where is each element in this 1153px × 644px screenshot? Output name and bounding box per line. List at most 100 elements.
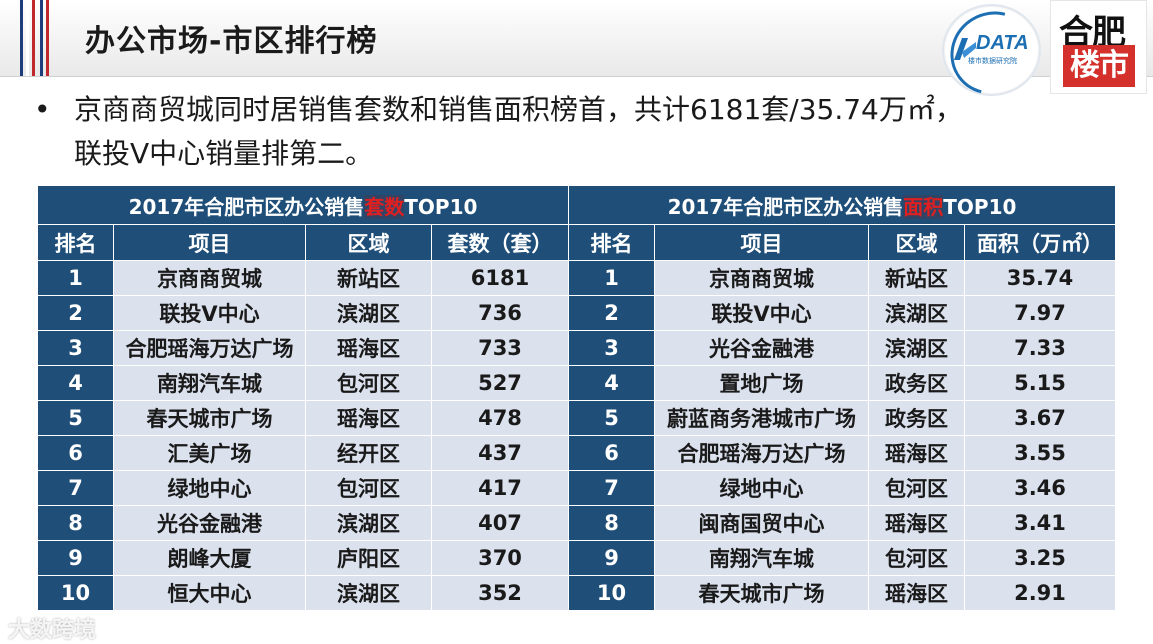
table-row: 4 南翔汽车城 包河区 527 4 置地广场 政务区 5.15 (37, 365, 1116, 401)
left-project-cell: 京商商贸城 (113, 260, 306, 296)
left-rank-cell: 3 (37, 330, 114, 366)
left-rank-cell: 5 (37, 400, 114, 436)
right-district-cell: 瑶海区 (868, 505, 965, 541)
data-logo-text: DATA (976, 32, 1029, 54)
left-rank-cell: 4 (37, 365, 114, 401)
flag-stripe-blue (40, 0, 43, 76)
left-value-cell: 478 (431, 400, 569, 436)
table-title-row: 2017年合肥市区办公销售套数TOP10 2017年合肥市区办公销售面积TOP1… (37, 185, 1116, 225)
right-value-cell: 7.97 (964, 295, 1116, 331)
right-district-cell: 包河区 (868, 540, 965, 576)
data-logo-icon (954, 38, 976, 60)
left-rank-cell: 1 (37, 260, 114, 296)
flag-stripe-red (32, 0, 35, 76)
right-table-title: 2017年合肥市区办公销售面积TOP10 (568, 185, 1116, 225)
left-project-cell: 光谷金融港 (113, 505, 306, 541)
left-title-suffix: TOP10 (404, 194, 478, 219)
right-district-cell: 包河区 (868, 470, 965, 506)
left-header-cell: 排名 (37, 224, 114, 261)
right-value-cell: 7.33 (964, 330, 1116, 366)
right-value-cell: 3.67 (964, 400, 1116, 436)
right-rank-cell: 8 (568, 505, 655, 541)
slide-header: 办公市场-市区排行榜 DATA 楼市数据研究院 合肥 楼市 (0, 0, 1153, 111)
left-rank-cell: 6 (37, 435, 114, 471)
right-project-cell: 合肥瑶海万达广场 (654, 435, 869, 471)
left-district-cell: 包河区 (305, 365, 432, 401)
table-body: 1 京商商贸城 新站区 6181 1 京商商贸城 新站区 35.74 2 联投V中心 滨湖区 736 2… (37, 260, 1116, 611)
right-district-cell: 新站区 (868, 260, 965, 296)
right-district-cell: 政务区 (868, 365, 965, 401)
summary-line-1: 京商商贸城同时居销售套数和销售面积榜首，共计6181套/35.74万㎡， (74, 93, 963, 126)
left-district-cell: 滨湖区 (305, 295, 432, 331)
right-value-cell: 3.25 (964, 540, 1116, 576)
left-district-cell: 新站区 (305, 260, 432, 296)
left-project-cell: 联投V中心 (113, 295, 306, 331)
flag-stripe-blue (20, 0, 23, 76)
table-row: 5 春天城市广场 瑶海区 478 5 蔚蓝商务港城市广场 政务区 3.67 (37, 400, 1116, 436)
left-value-cell: 352 (431, 575, 569, 611)
data-logo-subtitle: 楼市数据研究院 (968, 57, 1017, 65)
right-header-cell: 区域 (868, 224, 965, 261)
left-district-cell: 瑶海区 (305, 330, 432, 366)
left-rank-cell: 9 (37, 540, 114, 576)
right-rank-cell: 9 (568, 540, 655, 576)
flag-stripe-red (46, 0, 49, 76)
right-district-cell: 政务区 (868, 400, 965, 436)
right-header-cell: 排名 (568, 224, 655, 261)
left-value-cell: 407 (431, 505, 569, 541)
right-project-cell: 光谷金融港 (654, 330, 869, 366)
right-district-cell: 瑶海区 (868, 435, 965, 471)
right-value-cell: 3.41 (964, 505, 1116, 541)
left-project-cell: 春天城市广场 (113, 400, 306, 436)
right-rank-cell: 4 (568, 365, 655, 401)
right-district-cell: 滨湖区 (868, 330, 965, 366)
left-header-cell: 区域 (305, 224, 432, 261)
right-rank-cell: 7 (568, 470, 655, 506)
left-table-title: 2017年合肥市区办公销售套数TOP10 (37, 185, 569, 225)
right-header-cell: 面积（万㎡） (964, 224, 1116, 261)
right-title-suffix: TOP10 (943, 194, 1017, 219)
left-value-cell: 733 (431, 330, 569, 366)
right-project-cell: 置地广场 (654, 365, 869, 401)
table-row: 2 联投V中心 滨湖区 736 2 联投V中心 滨湖区 7.97 (37, 295, 1116, 331)
right-rank-cell: 2 (568, 295, 655, 331)
table-row: 1 京商商贸城 新站区 6181 1 京商商贸城 新站区 35.74 (37, 260, 1116, 296)
right-project-cell: 春天城市广场 (654, 575, 869, 611)
logo-hf-bottom: 楼市 (1063, 45, 1135, 87)
left-project-cell: 合肥瑶海万达广场 (113, 330, 306, 366)
right-value-cell: 2.91 (964, 575, 1116, 611)
left-rank-cell: 2 (37, 295, 114, 331)
left-value-cell: 736 (431, 295, 569, 331)
right-project-cell: 蔚蓝商务港城市广场 (654, 400, 869, 436)
left-project-cell: 汇美广场 (113, 435, 306, 471)
flag-stripe-white (26, 0, 29, 76)
right-title-prefix: 2017年合肥市区办公销售 (667, 194, 904, 219)
table-row: 7 绿地中心 包河区 417 7 绿地中心 包河区 3.46 (37, 470, 1116, 506)
left-value-cell: 437 (431, 435, 569, 471)
left-title-highlight: 套数 (364, 194, 405, 219)
left-district-cell: 经开区 (305, 435, 432, 471)
right-project-cell: 联投V中心 (654, 295, 869, 331)
flag-stripes (0, 0, 60, 76)
right-district-cell: 瑶海区 (868, 575, 965, 611)
table-row: 6 汇美广场 经开区 437 6 合肥瑶海万达广场 瑶海区 3.55 (37, 435, 1116, 471)
table-header-row: 排名 项目 区域 套数（套） 排名 项目 区域 面积（万㎡） (37, 224, 1116, 261)
left-project-cell: 南翔汽车城 (113, 365, 306, 401)
left-district-cell: 瑶海区 (305, 400, 432, 436)
left-district-cell: 庐阳区 (305, 540, 432, 576)
right-rank-cell: 10 (568, 575, 655, 611)
right-header-cell: 项目 (654, 224, 869, 261)
table-row: 10 恒大中心 滨湖区 352 10 春天城市广场 瑶海区 2.91 (37, 575, 1116, 611)
right-rank-cell: 6 (568, 435, 655, 471)
left-project-cell: 绿地中心 (113, 470, 306, 506)
right-value-cell: 5.15 (964, 365, 1116, 401)
watermark: 大数跨境 (8, 618, 97, 643)
right-rank-cell: 1 (568, 260, 655, 296)
right-project-cell: 绿地中心 (654, 470, 869, 506)
left-value-cell: 370 (431, 540, 569, 576)
left-header-cell: 套数（套） (431, 224, 569, 261)
right-district-cell: 滨湖区 (868, 295, 965, 331)
table-row: 8 光谷金融港 滨湖区 407 8 闽商国贸中心 瑶海区 3.41 (37, 505, 1116, 541)
left-value-cell: 417 (431, 470, 569, 506)
table-row: 3 合肥瑶海万达广场 瑶海区 733 3 光谷金融港 滨湖区 7.33 (37, 330, 1116, 366)
